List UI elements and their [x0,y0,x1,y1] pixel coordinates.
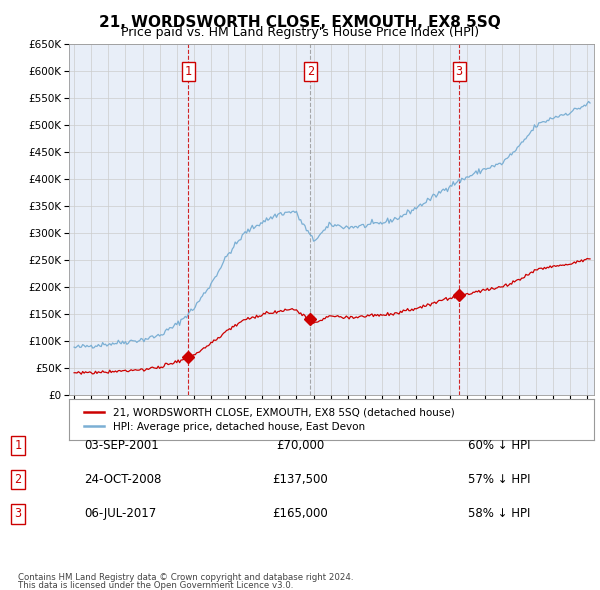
Text: 2: 2 [14,473,22,486]
Text: 1: 1 [14,439,22,452]
Text: Price paid vs. HM Land Registry's House Price Index (HPI): Price paid vs. HM Land Registry's House … [121,26,479,39]
Text: 1: 1 [185,65,192,78]
Text: £137,500: £137,500 [272,473,328,486]
Text: 2: 2 [307,65,314,78]
Legend: 21, WORDSWORTH CLOSE, EXMOUTH, EX8 5SQ (detached house), HPI: Average price, det: 21, WORDSWORTH CLOSE, EXMOUTH, EX8 5SQ (… [79,403,459,436]
Text: 21, WORDSWORTH CLOSE, EXMOUTH, EX8 5SQ: 21, WORDSWORTH CLOSE, EXMOUTH, EX8 5SQ [99,15,501,30]
Text: 58% ↓ HPI: 58% ↓ HPI [468,507,530,520]
Text: 3: 3 [455,65,463,78]
Text: £165,000: £165,000 [272,507,328,520]
Text: 24-OCT-2008: 24-OCT-2008 [84,473,161,486]
Text: 3: 3 [14,507,22,520]
Text: £70,000: £70,000 [276,439,324,452]
Text: 60% ↓ HPI: 60% ↓ HPI [468,439,530,452]
Text: 06-JUL-2017: 06-JUL-2017 [84,507,156,520]
Text: This data is licensed under the Open Government Licence v3.0.: This data is licensed under the Open Gov… [18,581,293,590]
Text: Contains HM Land Registry data © Crown copyright and database right 2024.: Contains HM Land Registry data © Crown c… [18,572,353,582]
Text: 57% ↓ HPI: 57% ↓ HPI [468,473,530,486]
Text: 03-SEP-2001: 03-SEP-2001 [84,439,159,452]
